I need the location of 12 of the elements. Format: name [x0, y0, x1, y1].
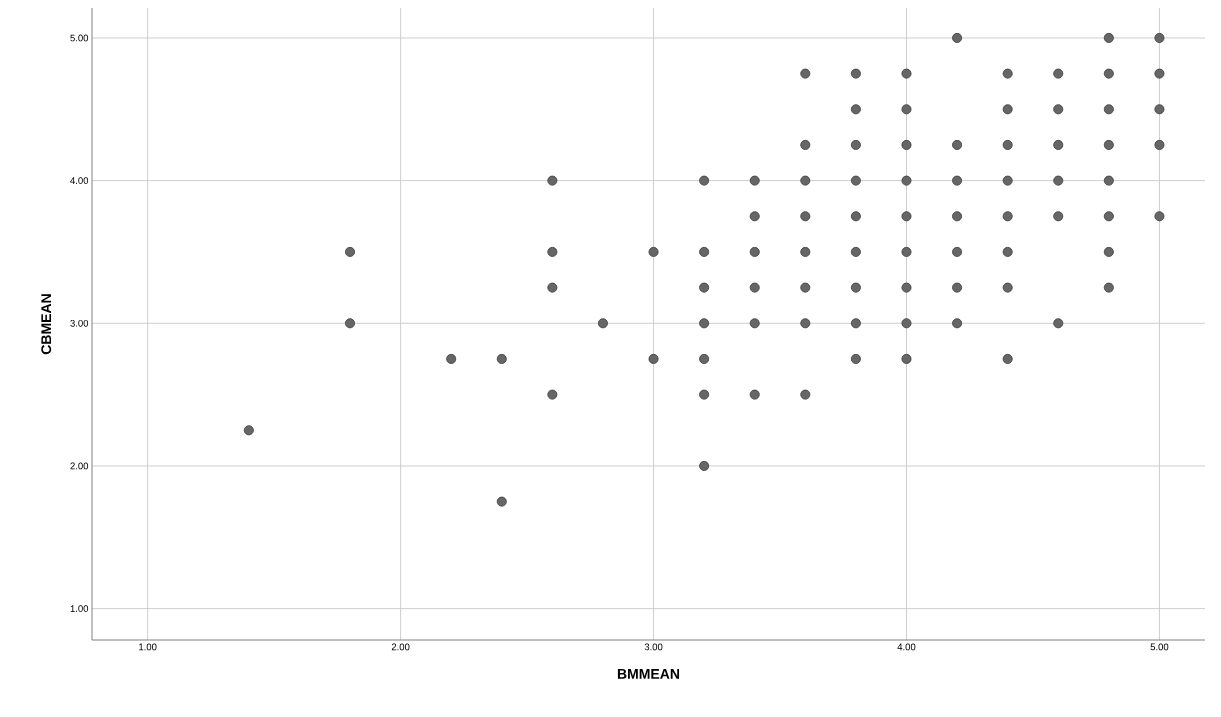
y-tick-label: 2.00 — [70, 462, 89, 470]
y-axis-title: CBMEAN — [41, 294, 52, 355]
y-tick-label: 4.00 — [70, 177, 89, 184]
y-tick-label: 3.00 — [70, 319, 89, 327]
x-tick-label: 1.00 — [139, 643, 157, 651]
x-tick-label: 4.00 — [897, 643, 916, 651]
x-tick-label: 5.00 — [1150, 643, 1169, 651]
y-tick-label: 1.00 — [70, 605, 89, 612]
x-axis-title: BMMEAN — [617, 669, 680, 679]
y-tick-label: 5.00 — [70, 34, 89, 42]
x-tick-label: 3.00 — [644, 643, 663, 651]
x-tick-label: 2.00 — [391, 643, 410, 651]
